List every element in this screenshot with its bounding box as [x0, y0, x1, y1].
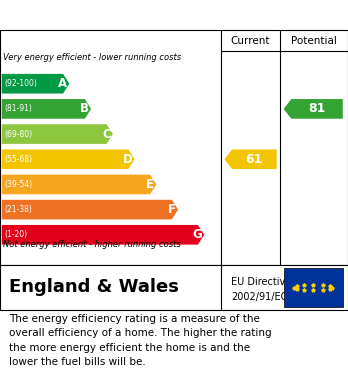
- Polygon shape: [284, 99, 343, 119]
- Text: C: C: [102, 127, 111, 141]
- Text: B: B: [80, 102, 89, 115]
- Polygon shape: [2, 124, 113, 144]
- Bar: [284, 268, 343, 307]
- Text: Potential: Potential: [291, 36, 337, 46]
- Text: England & Wales: England & Wales: [9, 278, 179, 296]
- Text: 81: 81: [308, 102, 326, 115]
- Text: Current: Current: [231, 36, 270, 46]
- Text: (55-68): (55-68): [5, 155, 33, 164]
- Text: G: G: [192, 228, 202, 241]
- Text: F: F: [168, 203, 176, 216]
- Text: 61: 61: [246, 153, 263, 166]
- Text: A: A: [58, 77, 67, 90]
- Text: D: D: [123, 153, 133, 166]
- Polygon shape: [2, 99, 91, 119]
- Polygon shape: [2, 200, 178, 219]
- Text: Energy Efficiency Rating: Energy Efficiency Rating: [9, 7, 219, 23]
- Text: The energy efficiency rating is a measure of the
overall efficiency of a home. T: The energy efficiency rating is a measur…: [9, 314, 271, 367]
- Text: (69-80): (69-80): [5, 129, 33, 138]
- Text: Not energy efficient - higher running costs: Not energy efficient - higher running co…: [3, 240, 181, 249]
- Text: E: E: [146, 178, 154, 191]
- Polygon shape: [2, 225, 204, 245]
- Polygon shape: [2, 175, 156, 194]
- Text: EU Directive: EU Directive: [231, 277, 292, 287]
- Text: 2002/91/EC: 2002/91/EC: [231, 292, 288, 302]
- Text: (92-100): (92-100): [5, 79, 37, 88]
- Polygon shape: [224, 149, 277, 169]
- Text: (21-38): (21-38): [5, 205, 32, 214]
- Text: (1-20): (1-20): [5, 230, 27, 239]
- Text: (81-91): (81-91): [5, 104, 32, 113]
- Text: Very energy efficient - lower running costs: Very energy efficient - lower running co…: [3, 54, 182, 63]
- Text: (39-54): (39-54): [5, 180, 33, 189]
- Polygon shape: [2, 149, 135, 169]
- Polygon shape: [2, 74, 69, 93]
